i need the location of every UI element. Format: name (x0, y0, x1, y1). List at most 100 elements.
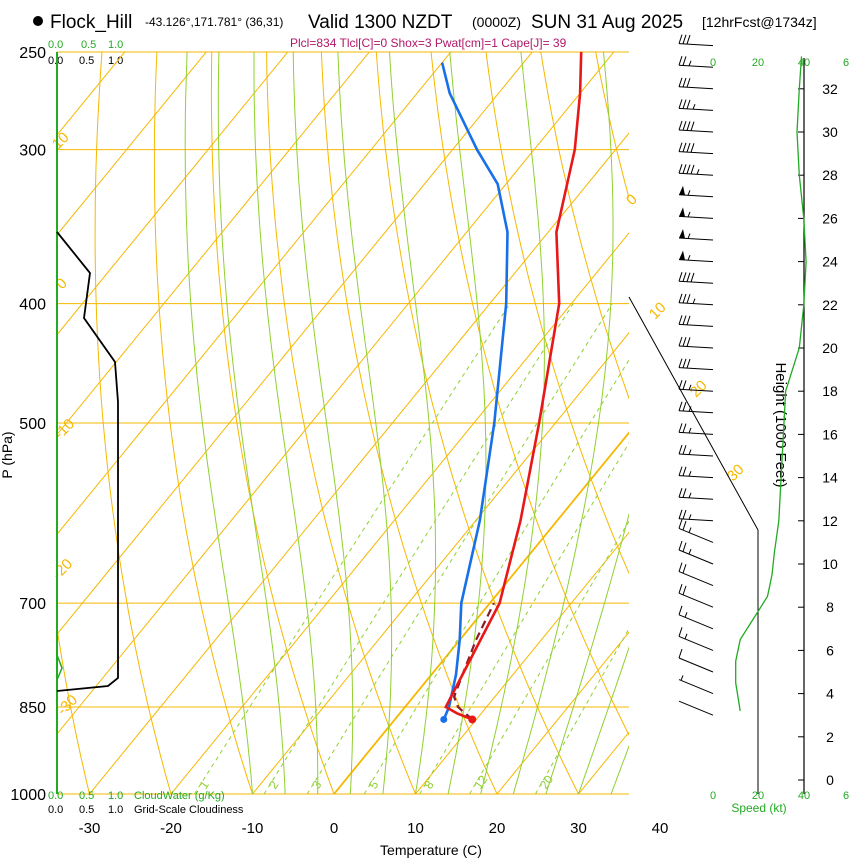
wind-barb (678, 164, 714, 176)
wind-barb-staff (678, 107, 714, 111)
wind-barb (678, 380, 714, 392)
wind-barb (678, 627, 714, 651)
moist-adiabat-2 (292, 52, 354, 794)
speed-axis-label: Speed (kt) (731, 801, 786, 815)
wind-barb-staff (678, 700, 714, 716)
wind-barb-staff (678, 280, 714, 284)
wind-barb-flag (678, 519, 683, 529)
x-axis-label: Temperature (C) (380, 842, 482, 858)
temperature-surface-marker (468, 715, 477, 724)
bottom-black-tick-2: 1.0 (108, 804, 123, 816)
height-tick-26: 26 (822, 210, 838, 226)
top-scale-cloudwater: 0.0 0.5 1.0 (48, 39, 123, 51)
speed-bottom-tick-2: 40 (798, 790, 810, 802)
height-tick-10: 10 (822, 556, 838, 572)
wind-barb-flag (686, 337, 691, 347)
wind-barb-flag (678, 77, 683, 87)
wind-barb-half-flag (680, 675, 684, 681)
wind-barb-staff (678, 657, 714, 673)
wind-barb (678, 584, 714, 608)
dry-adiabat-50 (485, 52, 629, 575)
wind-barb-half-flag (688, 492, 692, 498)
temperature-trace (444, 51, 583, 721)
isotherm-10 (414, 531, 629, 794)
wind-barb-staff (678, 527, 714, 543)
wind-barb-staff (678, 635, 714, 651)
dry-adiabat-label: 0 (53, 275, 71, 293)
pressure-tick-250: 250 (19, 45, 46, 62)
wind-barb (678, 605, 714, 630)
wind-barb-flag (678, 56, 683, 66)
wind-barb-staff (678, 64, 714, 68)
dry-adiabat-80 (646, 30, 850, 820)
wind-barb (678, 509, 714, 522)
isotherm-0 (333, 431, 629, 794)
dry-adiabat-label: 30 (724, 461, 748, 485)
height-tick-32: 32 (822, 81, 838, 97)
wind-barb-half-flag (688, 471, 692, 477)
wind-barb-staff (678, 345, 714, 349)
isotherm--90 (57, 52, 207, 236)
dry-adiabat-60 (540, 52, 629, 400)
speed-bottom-tick-1: 20 (752, 790, 764, 802)
height-tick-30: 30 (822, 124, 838, 140)
wind-barb (678, 401, 714, 414)
wind-barb (678, 466, 714, 479)
isotherm-40 (639, 30, 850, 820)
mixing-ratio-label: 12 (471, 772, 490, 791)
wind-barb-flag (682, 34, 687, 44)
wind-barb-staff (678, 496, 714, 500)
wind-barb-staff (678, 388, 714, 392)
moist-adiabat--6 (217, 52, 286, 794)
isotherm-20 (496, 631, 629, 794)
wind-barb (678, 358, 714, 371)
isotherm--10 (251, 332, 629, 794)
top-black-tick-0: 0.0 (48, 55, 63, 67)
wind-barb (678, 675, 714, 695)
wind-barb-pennant (679, 185, 685, 196)
wind-barb-staff (678, 237, 714, 241)
dry-adiabat-100 (754, 30, 850, 820)
sounding-params: Plcl=834 Tlcl[C]=0 Shox=3 Pwat[cm]=1 Cap… (290, 36, 567, 50)
pressure-tick-500: 500 (19, 416, 46, 433)
wind-barb-half-flag (688, 384, 692, 390)
wind-barb-half-flag (684, 612, 688, 618)
top-green-tick-2: 1.0 (108, 39, 123, 51)
wind-barb-staff (678, 518, 714, 522)
moist-adiabat-30 (578, 646, 629, 794)
wind-barb-flag (678, 120, 683, 131)
wind-barb-staff (678, 129, 714, 133)
bottom-green-tick-0: 0.0 (48, 790, 63, 802)
wind-barb-flag (690, 143, 695, 153)
y-axis-label: P (hPa) (0, 431, 15, 478)
wind-barb-flag (682, 423, 687, 433)
speed-bottom-tick-0: 0 (710, 790, 716, 802)
wind-barb-half-flag (687, 190, 691, 196)
wind-barb-flag (682, 488, 687, 498)
station-marker-icon (33, 16, 43, 26)
wind-barb-flag (682, 293, 687, 304)
wind-barb-flag (678, 99, 683, 109)
wind-barb (678, 315, 714, 327)
isotherm-zero (332, 431, 629, 794)
wind-barb-staff (678, 679, 714, 695)
dry-adiabat-20 (320, 52, 498, 794)
mixing-ratio-label: 20 (537, 772, 556, 791)
wind-barb-flag (682, 401, 687, 412)
isotherm-lines (57, 30, 850, 820)
dry-adiabat--10 (153, 52, 254, 794)
isotherm--80 (57, 52, 289, 336)
height-tick-16: 16 (822, 426, 838, 442)
isobar-lines (57, 51, 629, 795)
wind-barb-flag (690, 164, 695, 175)
wind-barb-flag (686, 34, 691, 45)
top-black-tick-1: 0.5 (79, 55, 94, 67)
mixing-ratio-line-20 (535, 627, 629, 794)
wind-barb-flag (686, 358, 691, 369)
pressure-tick-850: 850 (19, 700, 46, 717)
valid-date: SUN 31 Aug 2025 (531, 12, 683, 33)
wind-barb-flag (686, 315, 691, 326)
wind-barb-half-flag (684, 633, 688, 640)
bottom-green-tick-2: 1.0 (108, 790, 123, 802)
wind-barb-flag (686, 99, 691, 110)
